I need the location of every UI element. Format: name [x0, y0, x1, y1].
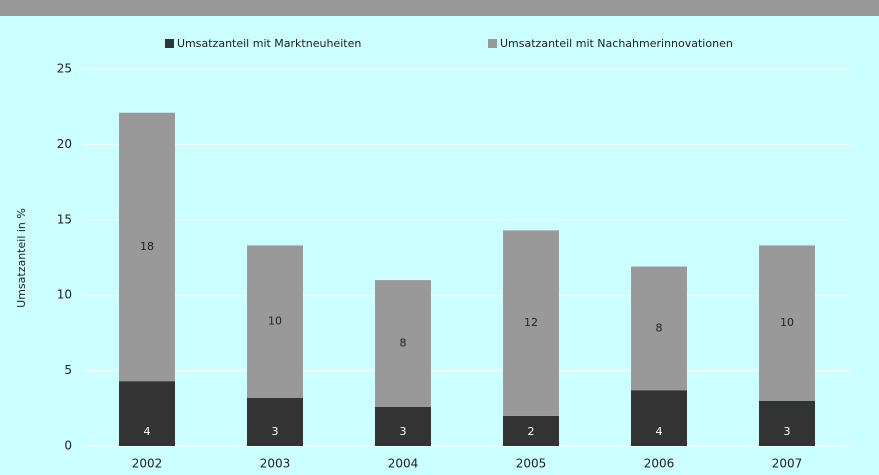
data-label: 3 — [400, 425, 407, 438]
bar-segment — [759, 245, 815, 401]
data-label: 10 — [780, 316, 794, 329]
y-axis-title: Umsatzanteil in % — [15, 208, 28, 308]
data-label: 8 — [656, 321, 663, 334]
y-tick-label: 20 — [57, 137, 72, 151]
x-tick-label: 2003 — [260, 457, 291, 471]
x-tick-label: 2002 — [132, 457, 163, 471]
bar-segment — [759, 400, 815, 446]
bar-segment — [503, 415, 559, 446]
bar-segment — [119, 112, 175, 382]
legend-swatch — [165, 39, 174, 48]
x-tick-label: 2007 — [772, 457, 803, 471]
data-label: 2 — [528, 425, 535, 438]
legend-label: Umsatzanteil mit Nachahmerinnovationen — [500, 37, 733, 50]
data-label: 10 — [268, 315, 282, 328]
y-tick-label: 5 — [64, 363, 72, 377]
legend-swatch — [488, 39, 497, 48]
bar-segment — [247, 397, 303, 446]
bar-segment — [503, 230, 559, 416]
data-label: 3 — [272, 425, 279, 438]
y-tick-label: 10 — [57, 288, 72, 302]
data-label: 4 — [656, 425, 663, 438]
bar-segment — [375, 406, 431, 446]
bar-segment — [631, 390, 687, 446]
bar-segment — [119, 381, 175, 446]
header-bar — [0, 0, 879, 16]
x-tick-label: 2005 — [516, 457, 547, 471]
y-tick-label: 0 — [64, 439, 72, 453]
data-label: 8 — [400, 336, 407, 349]
y-tick-label: 15 — [57, 212, 72, 226]
bar-segment — [247, 245, 303, 398]
x-tick-label: 2006 — [644, 457, 675, 471]
data-label: 4 — [144, 425, 151, 438]
bar-segment — [375, 280, 431, 407]
y-tick-label: 25 — [57, 62, 72, 76]
data-label: 18 — [140, 240, 154, 253]
bar-segment — [631, 266, 687, 391]
data-label: 12 — [524, 316, 538, 329]
x-tick-label: 2004 — [388, 457, 419, 471]
legend-label: Umsatzanteil mit Marktneuheiten — [177, 37, 361, 50]
data-label: 3 — [784, 425, 791, 438]
